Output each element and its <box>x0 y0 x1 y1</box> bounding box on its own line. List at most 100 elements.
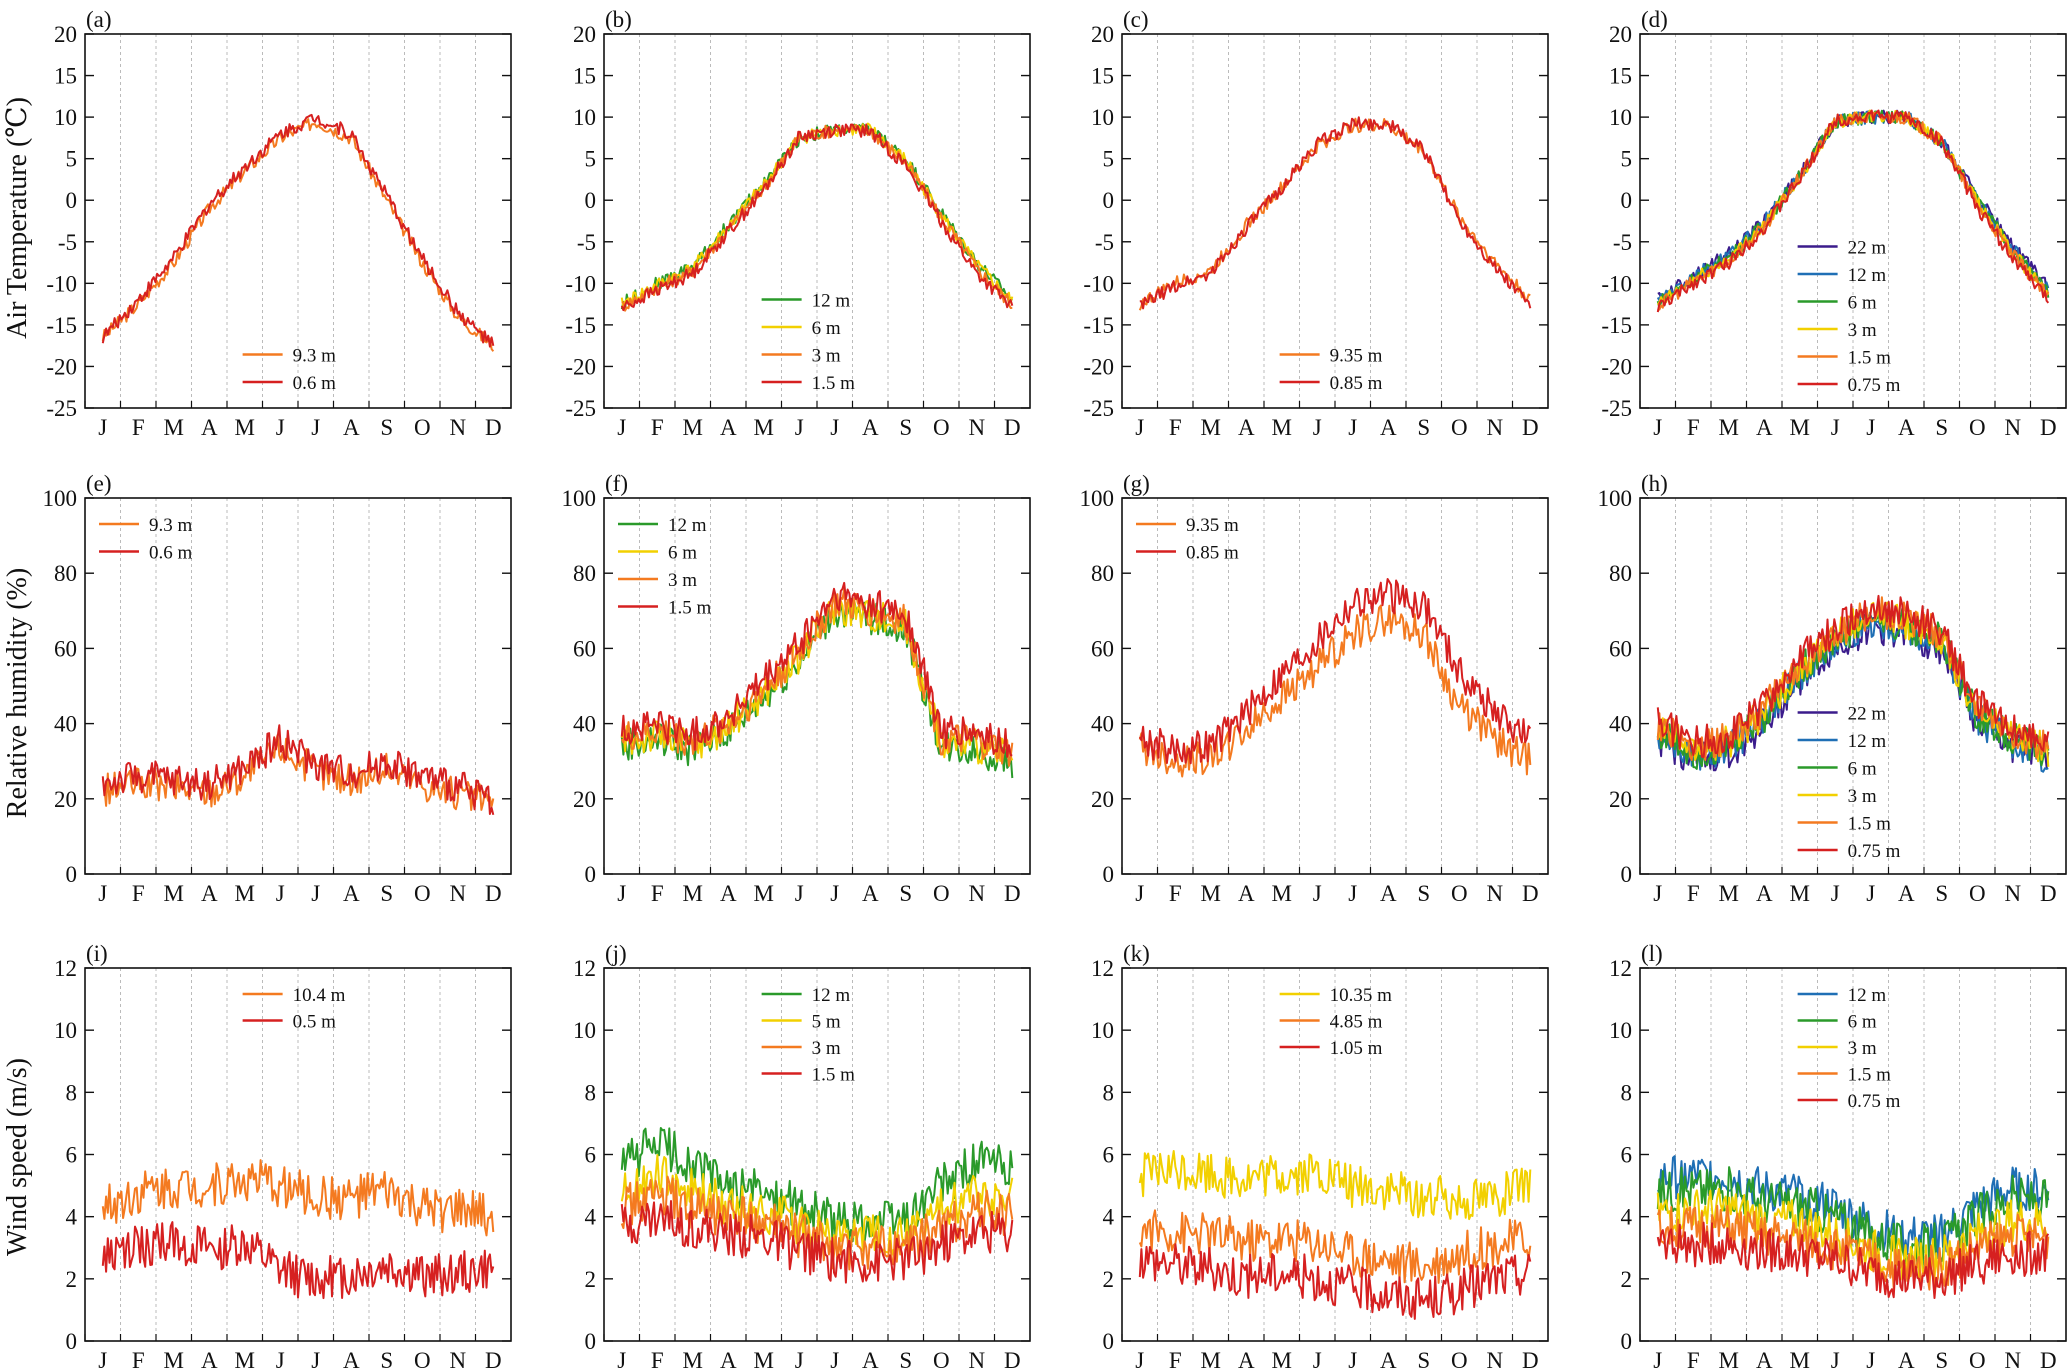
xtick-label: A <box>1238 881 1255 906</box>
legend-label: 0.6 m <box>293 373 337 394</box>
legend-label: 0.85 m <box>1330 373 1383 394</box>
ytick-label: -10 <box>1083 271 1114 296</box>
ytick-label: 20 <box>1091 787 1114 812</box>
ytick-label: 0 <box>1103 1329 1115 1354</box>
xtick-label: F <box>1687 415 1700 440</box>
panel-tag: (f) <box>605 471 628 496</box>
ytick-label: -5 <box>1613 230 1632 255</box>
ytick-label: 15 <box>54 64 77 89</box>
series-line-0.75m <box>1656 109 2050 313</box>
ytick-label: -25 <box>565 396 596 421</box>
ytick-label: 10 <box>1609 1018 1632 1043</box>
xtick-label: F <box>651 881 664 906</box>
panel-tag: (g) <box>1123 471 1150 496</box>
ytick-label: 12 <box>1091 956 1114 981</box>
xtick-label: O <box>1969 881 1986 906</box>
xtick-label: O <box>1969 415 1986 440</box>
xtick-label: J <box>795 881 804 906</box>
series-line-1.05m <box>1138 1243 1532 1320</box>
row-ylabel-wind-speed: Wind speed (m/s) <box>2 1058 33 1256</box>
ytick-label: 40 <box>573 712 596 737</box>
ytick-label: -20 <box>565 354 596 379</box>
ytick-label: 5 <box>1103 147 1115 172</box>
ytick-label: 0 <box>1103 862 1115 887</box>
series-line-1.5m <box>620 1200 1014 1284</box>
ytick-label: -15 <box>1601 313 1632 338</box>
xtick-label: M <box>683 415 703 440</box>
legend-label: 1.05 m <box>1330 1038 1383 1059</box>
ytick-label: 20 <box>54 787 77 812</box>
ytick-label: 80 <box>1091 561 1114 586</box>
xtick-label: A <box>201 881 218 906</box>
ytick-label: 2 <box>585 1267 597 1292</box>
ytick-label: 100 <box>1080 486 1115 511</box>
xtick-label: J <box>1831 881 1840 906</box>
xtick-label: O <box>933 415 950 440</box>
ytick-label: -25 <box>46 396 77 421</box>
xtick-label: A <box>201 415 218 440</box>
legend-label: 10.4 m <box>293 985 346 1006</box>
xtick-label: A <box>1898 415 1915 440</box>
xtick-label: M <box>683 1348 703 1370</box>
xtick-label: M <box>754 1348 774 1370</box>
legend-label: 5 m <box>812 1012 841 1033</box>
ytick-label: 60 <box>573 636 596 661</box>
ytick-label: 60 <box>1609 636 1632 661</box>
xtick-label: J <box>1348 415 1357 440</box>
xtick-label: M <box>164 1348 184 1370</box>
legend-label: 9.3 m <box>149 515 193 536</box>
legend-label: 3 m <box>812 1038 841 1059</box>
xtick-label: M <box>1719 415 1739 440</box>
xtick-label: S <box>380 1348 393 1370</box>
xtick-label: N <box>2004 881 2021 906</box>
xtick-label: D <box>1004 881 1021 906</box>
series-line-0.6m <box>101 113 495 348</box>
ytick-label: -10 <box>46 271 77 296</box>
xtick-label: F <box>1687 881 1700 906</box>
xtick-label: M <box>1201 415 1221 440</box>
legend-label: 0.6 m <box>149 543 193 564</box>
xtick-label: O <box>1969 1348 1986 1370</box>
xtick-label: J <box>1348 881 1357 906</box>
ytick-label: 15 <box>573 64 596 89</box>
ytick-label: 100 <box>562 486 597 511</box>
xtick-label: D <box>2040 415 2057 440</box>
xtick-label: J <box>795 1348 804 1370</box>
xtick-label: M <box>235 881 255 906</box>
xtick-label: M <box>1272 415 1292 440</box>
xtick-label: S <box>899 881 912 906</box>
xtick-label: F <box>1169 1348 1182 1370</box>
xtick-label: A <box>1380 881 1397 906</box>
panel-tag: (h) <box>1641 471 1668 496</box>
legend-label: 0.5 m <box>293 1012 337 1033</box>
ytick-label: 6 <box>585 1143 597 1168</box>
ytick-label: 20 <box>1609 787 1632 812</box>
xtick-label: J <box>311 1348 320 1370</box>
ytick-label: 12 <box>573 956 596 981</box>
xtick-label: M <box>754 881 774 906</box>
series-line-0.75m <box>1656 594 2050 758</box>
ytick-label: 8 <box>585 1080 597 1105</box>
xtick-label: A <box>1380 1348 1397 1370</box>
series-line-0.75m <box>1656 1221 2050 1299</box>
xtick-label: J <box>830 415 839 440</box>
series-line-5m <box>620 1154 1014 1257</box>
ytick-label: 2 <box>66 1267 78 1292</box>
xtick-label: J <box>1653 415 1662 440</box>
xtick-label: M <box>1790 1348 1810 1370</box>
ytick-label: -5 <box>577 230 596 255</box>
xtick-label: O <box>1451 881 1468 906</box>
xtick-label: A <box>343 415 360 440</box>
xtick-label: O <box>414 881 431 906</box>
panel-tag: (e) <box>86 471 112 496</box>
legend-label: 12 m <box>1848 985 1887 1006</box>
xtick-label: J <box>98 1348 107 1370</box>
xtick-label: F <box>651 415 664 440</box>
legend-label: 0.85 m <box>1186 543 1239 564</box>
ytick-label: 10 <box>573 105 596 130</box>
xtick-label: J <box>1313 881 1322 906</box>
